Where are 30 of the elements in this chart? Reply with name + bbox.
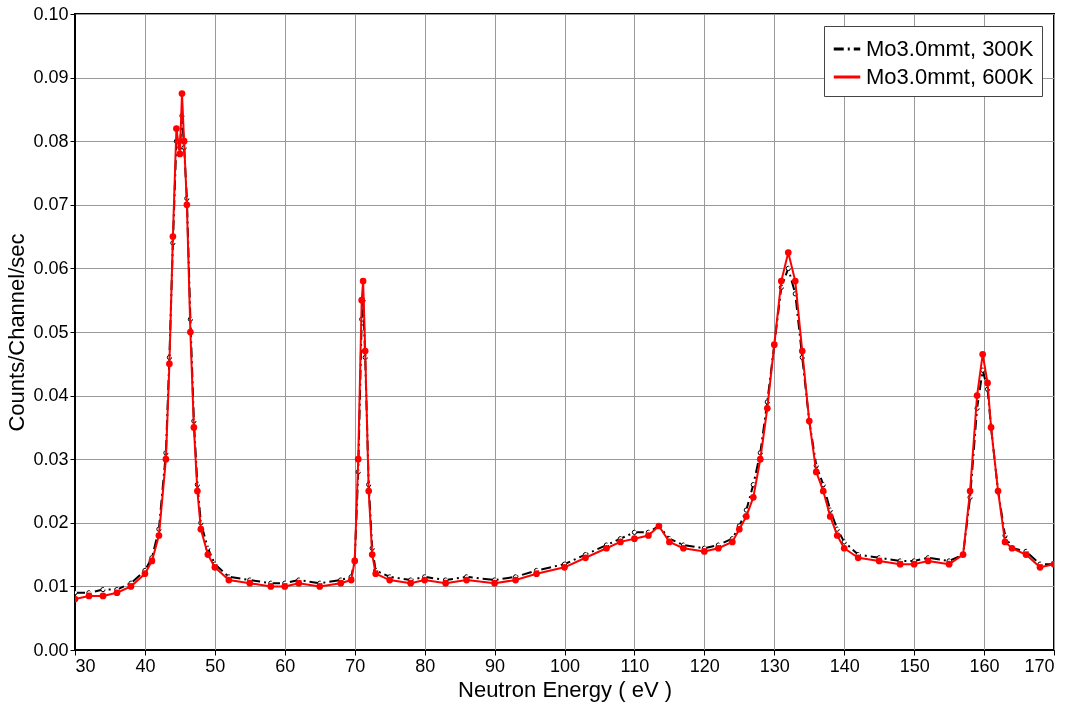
y-tick-label: 0.05	[33, 321, 69, 342]
x-tick-label: 90	[485, 655, 506, 676]
x-tick-label: 40	[135, 655, 156, 676]
y-tick-label: 0.02	[33, 512, 69, 533]
y-tick-label: 0.09	[33, 67, 69, 88]
x-tick-label: 120	[689, 655, 720, 676]
x-axis-title: Neutron Energy ( eV )	[458, 676, 672, 702]
x-tick-label: 80	[415, 655, 436, 676]
y-tick-label: 0.04	[33, 385, 69, 406]
y-tick-label: 0.03	[33, 448, 69, 469]
y-tick-label: 0.08	[33, 130, 69, 151]
x-tick-label: 170	[1024, 655, 1055, 676]
x-tick-label: 110	[620, 655, 650, 676]
x-tick-label: 60	[275, 655, 296, 676]
legend-label: Mo3.0mmt, 600K	[866, 64, 1034, 89]
y-tick-label: 0.07	[33, 194, 69, 215]
x-tick-label: 30	[75, 655, 96, 676]
legend-label: Mo3.0mmt, 300K	[866, 36, 1034, 61]
x-tick-label: 70	[345, 655, 366, 676]
y-tick-label: 0.01	[33, 575, 69, 596]
x-tick-label: 150	[899, 655, 930, 676]
x-tick-label: 140	[829, 655, 860, 676]
y-tick-label: 0.10	[33, 3, 69, 24]
y-tick-label: 0.06	[33, 257, 69, 278]
y-tick-label: 0.00	[33, 639, 69, 660]
x-tick-label: 100	[549, 655, 581, 676]
x-tick-label: 160	[969, 655, 1000, 676]
x-tick-label: 50	[205, 655, 226, 676]
x-tick-label: 130	[759, 655, 790, 676]
y-axis-title: Counts/Channel/sec	[4, 233, 30, 432]
